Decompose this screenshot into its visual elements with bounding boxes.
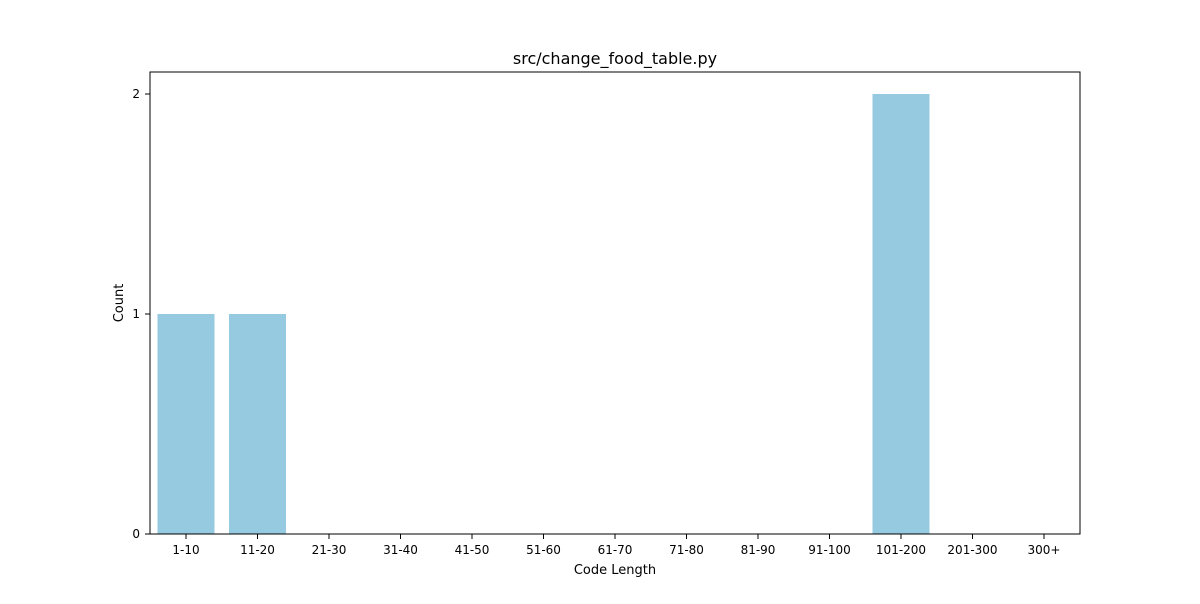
y-tick-label: 1 bbox=[132, 307, 140, 321]
bar-11-20 bbox=[229, 314, 286, 534]
x-tick-label: 91-100 bbox=[808, 543, 851, 557]
x-tick-label: 21-30 bbox=[312, 543, 347, 557]
x-tick-label: 11-20 bbox=[240, 543, 275, 557]
y-tick-label: 0 bbox=[132, 527, 140, 541]
y-tick-label: 2 bbox=[132, 87, 140, 101]
x-tick-label: 71-80 bbox=[669, 543, 704, 557]
x-tick-label: 61-70 bbox=[598, 543, 633, 557]
x-tick-label: 300+ bbox=[1028, 543, 1061, 557]
x-tick-label: 101-200 bbox=[876, 543, 926, 557]
y-axis-label: Count bbox=[112, 284, 127, 323]
bars-group bbox=[157, 94, 930, 534]
x-axis-ticks: 1-10 11-20 21-30 31-40 41-50 51-60 61-70 71-80 8… bbox=[172, 534, 1060, 557]
bar-1-10 bbox=[157, 314, 215, 534]
x-axis-label: Code Length bbox=[574, 563, 656, 578]
x-tick-label: 31-40 bbox=[383, 543, 418, 557]
x-tick-label: 51-60 bbox=[526, 543, 561, 557]
x-tick-label: 1-10 bbox=[172, 543, 199, 557]
x-tick-label: 201-300 bbox=[947, 543, 997, 557]
y-axis-ticks: 0 1 2 bbox=[132, 87, 150, 541]
bar-101-200 bbox=[872, 94, 930, 534]
x-tick-label: 81-90 bbox=[741, 543, 776, 557]
x-tick-label: 41-50 bbox=[455, 543, 490, 557]
chart-title: src/change_food_table.py bbox=[513, 49, 717, 69]
